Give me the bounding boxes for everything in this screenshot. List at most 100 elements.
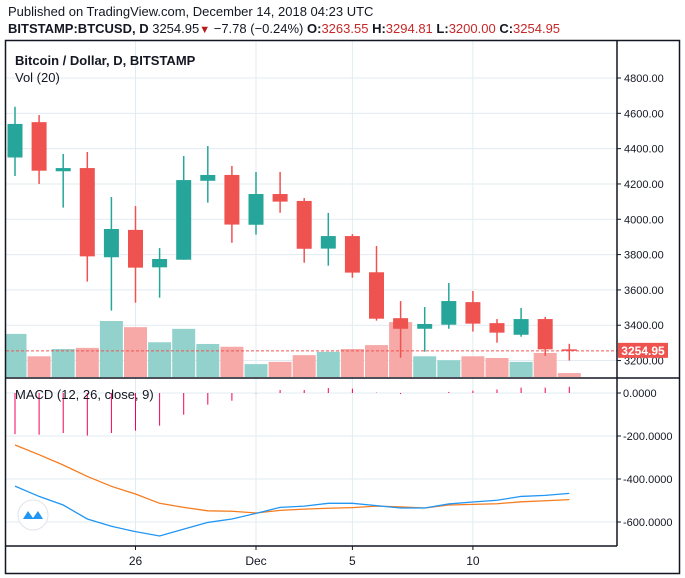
candle — [248, 171, 264, 235]
candle-body — [537, 319, 553, 350]
volume-bar — [6, 333, 27, 377]
low-label: L: — [436, 21, 449, 36]
volume-bar — [509, 361, 533, 377]
macd-label: MACD (12, 26, close, 9) — [15, 387, 154, 402]
candle-body — [561, 349, 577, 351]
chart-frame — [4, 39, 681, 575]
candle-body — [55, 168, 71, 172]
candle — [369, 245, 384, 321]
candle-body — [103, 228, 119, 258]
candle-body — [7, 123, 23, 158]
candle-body — [79, 168, 95, 257]
volume-bar — [27, 356, 51, 377]
price-tick-label: 4000.00 — [624, 214, 664, 226]
candle-body — [128, 229, 143, 268]
candle-body — [320, 236, 336, 249]
volume-bar — [461, 356, 485, 377]
volume-bar — [99, 321, 123, 377]
candle-body — [441, 301, 457, 325]
macd-pane — [14, 386, 570, 537]
candle-body — [465, 302, 481, 324]
triangle-down-icon: ▼ — [199, 24, 211, 36]
macd-line — [14, 485, 570, 537]
candle — [128, 206, 143, 303]
time-tick-label: 10 — [466, 554, 480, 568]
candle — [537, 316, 553, 356]
candle — [224, 165, 240, 243]
candle — [272, 171, 288, 213]
volume-bar — [533, 352, 557, 377]
candle — [176, 156, 192, 260]
close-label: C: — [499, 21, 514, 36]
candle-body — [344, 236, 360, 273]
price-tick-label: 3400.00 — [624, 320, 664, 332]
volume-bar — [557, 373, 581, 377]
axes: 4800.00 4600.00 4400.00 4200.00 4000.00 3800.… — [129, 73, 673, 568]
volume-bar — [196, 343, 220, 377]
high-label: H: — [372, 21, 386, 36]
macd-tick-label: 0.0000 — [623, 388, 657, 400]
candle-body — [489, 323, 505, 333]
volume-bar — [365, 345, 388, 377]
price-tick-label: 4800.00 — [624, 73, 664, 85]
symbol-name: BITSTAMP:BTCUSD, D — [8, 21, 149, 36]
open-value: 3263.55 — [321, 21, 369, 36]
grid-lines — [6, 41, 617, 546]
candle — [561, 343, 577, 361]
time-tick-label: 5 — [349, 554, 356, 568]
candle-body — [417, 324, 433, 329]
signal-line — [14, 444, 570, 514]
macd-tick-label: -600.0000 — [623, 517, 673, 529]
candle — [489, 319, 505, 343]
macd-tick-label: -200.0000 — [623, 431, 673, 443]
candle-body — [393, 318, 409, 329]
chart-title: Bitcoin / Dollar, D, BITSTAMP — [15, 53, 196, 68]
candle — [441, 283, 457, 329]
symbol-legend: BITSTAMP:BTCUSD, D 3254.95▼ −7.78 (−0.24… — [8, 21, 560, 36]
candle — [296, 198, 312, 263]
candle-body — [248, 194, 264, 225]
candle — [31, 115, 47, 184]
published-caption: Published on TradingView.com, December 1… — [8, 4, 374, 19]
volume-bar — [75, 347, 99, 377]
tradingview-logo-icon — [23, 511, 43, 519]
open-label: O: — [306, 21, 322, 36]
volume-bar — [172, 328, 196, 377]
time-tick-label: Dec — [245, 554, 266, 568]
close-value: 3254.95 — [513, 21, 561, 36]
volume-bar — [316, 351, 340, 377]
volume-bar — [220, 346, 244, 377]
candle-body — [369, 272, 384, 319]
price-tick-label: 3600.00 — [624, 285, 664, 297]
high-value: 3294.81 — [385, 21, 433, 36]
volume-bar — [148, 342, 172, 377]
last-price-label: 3254.95 — [621, 344, 665, 358]
volume-bars — [6, 321, 617, 377]
volume-label: Vol (20) — [15, 70, 60, 85]
volume-bar — [340, 349, 364, 377]
volume-bar — [51, 349, 75, 377]
candle — [200, 145, 216, 203]
candle — [7, 106, 23, 177]
volume-bar — [244, 364, 268, 377]
price-tick-label: 4200.00 — [624, 179, 664, 191]
candle — [393, 301, 409, 358]
volume-bar — [292, 355, 316, 377]
low-value: 3200.00 — [448, 21, 496, 36]
candle-body — [224, 174, 240, 225]
candle-body — [200, 174, 216, 181]
macd-tick-label: -400.0000 — [623, 474, 673, 486]
volume-bar — [485, 357, 509, 377]
candle-body — [513, 319, 529, 335]
candle-body — [176, 180, 192, 260]
candle — [55, 153, 71, 208]
volume-bar — [437, 360, 461, 377]
candle — [417, 307, 433, 352]
price-tick-label: 4400.00 — [624, 144, 664, 156]
candle-body — [296, 200, 312, 249]
volume-bar — [124, 327, 147, 377]
candle — [465, 290, 481, 332]
tradingview-logo[interactable] — [17, 499, 49, 531]
candle-body — [31, 122, 47, 171]
